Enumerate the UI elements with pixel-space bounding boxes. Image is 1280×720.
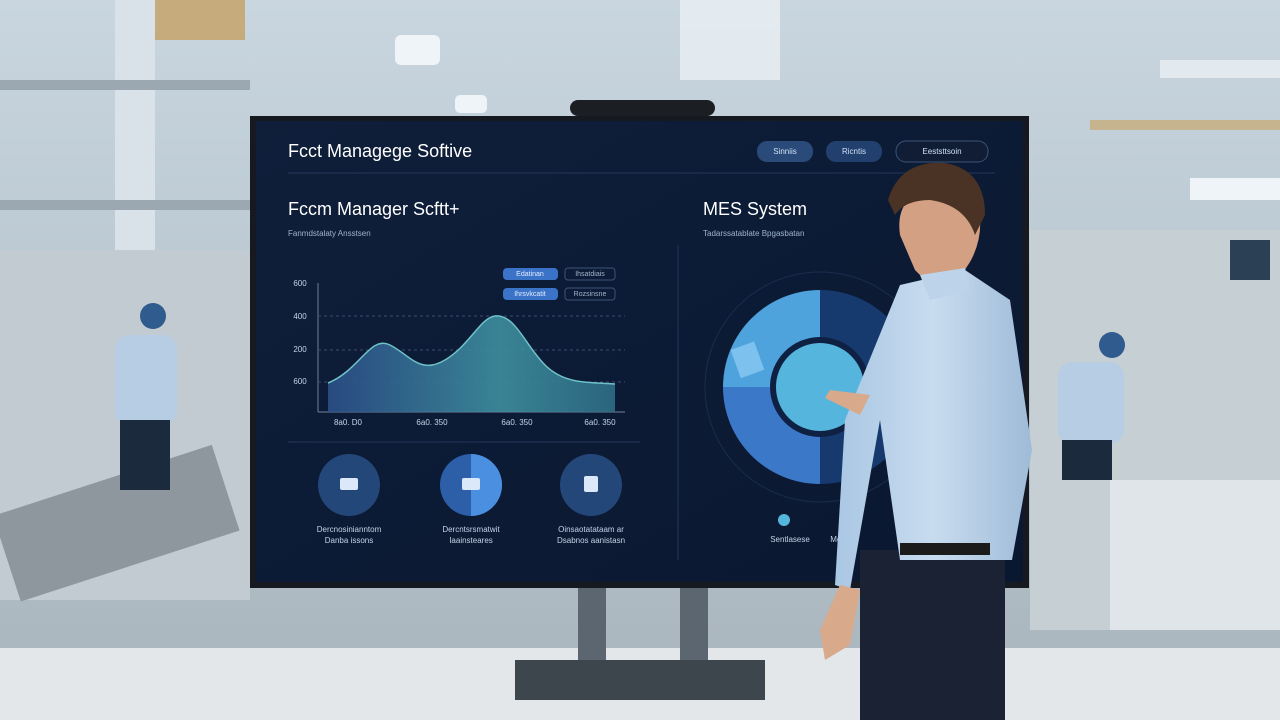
screen-title: Fcct Managege Softive	[288, 141, 472, 161]
x-label: 8a0. D0	[334, 418, 363, 427]
button-label: Eeststtsoin	[922, 147, 961, 156]
ceiling	[395, 0, 1280, 200]
button-label: Ricntis	[842, 147, 866, 156]
chart-legend: Edatinan Ihsatdiais Ihrsvkcatit Rozsinsn…	[503, 267, 616, 301]
y-label: 600	[293, 377, 307, 386]
module-label: Dercnosinianntom	[317, 525, 382, 534]
area	[328, 315, 615, 412]
area-chart: 600 400 200 600 8a0. D0 6a0. 350 6a0. 35…	[293, 279, 625, 427]
module-label: Dsabnos aanistasn	[557, 536, 625, 545]
legend-label: Sentlasese	[770, 535, 810, 544]
legend-label: Edatinan	[516, 271, 544, 278]
legend-label: Rozsinsne	[574, 291, 607, 298]
panel-title: Fccm Manager Scftt+	[288, 199, 460, 219]
module-label: Iaainsteares	[449, 536, 493, 545]
y-label: 400	[293, 312, 307, 321]
button[interactable]	[757, 141, 813, 162]
y-label: 200	[293, 345, 307, 354]
panel-subtitle: Tadarssatablate Bpgasbatan	[703, 229, 804, 238]
legend-label: Ihrsvkcatit	[514, 291, 546, 298]
screen-buttons: Sinniis Ricntis Eeststtsoin	[757, 140, 989, 163]
button[interactable]	[895, 140, 989, 163]
x-label: 6a0. 350	[584, 418, 616, 427]
panel-title: MES System	[703, 199, 807, 219]
button[interactable]	[826, 141, 882, 162]
module-label: Danba issons	[325, 536, 373, 545]
x-label: 6a0. 350	[501, 418, 533, 427]
panel-subtitle: Fanmdstalaty Ansstsen	[288, 229, 371, 238]
y-label: 600	[293, 279, 307, 288]
monitor-stand	[515, 100, 765, 700]
module-label: Dercntsrsmatwit	[442, 525, 500, 534]
background-structures	[0, 0, 1280, 630]
workers	[115, 303, 1125, 490]
modules: Dercnosinianntom Danba issons Dercntsrsm…	[317, 454, 625, 545]
man	[820, 162, 1032, 720]
module-label: Oinsaotatataam ar	[558, 525, 624, 534]
x-label: 6a0. 350	[416, 418, 448, 427]
legend-label: Ihsatdiais	[575, 271, 605, 278]
button-label: Sinniis	[773, 147, 797, 156]
